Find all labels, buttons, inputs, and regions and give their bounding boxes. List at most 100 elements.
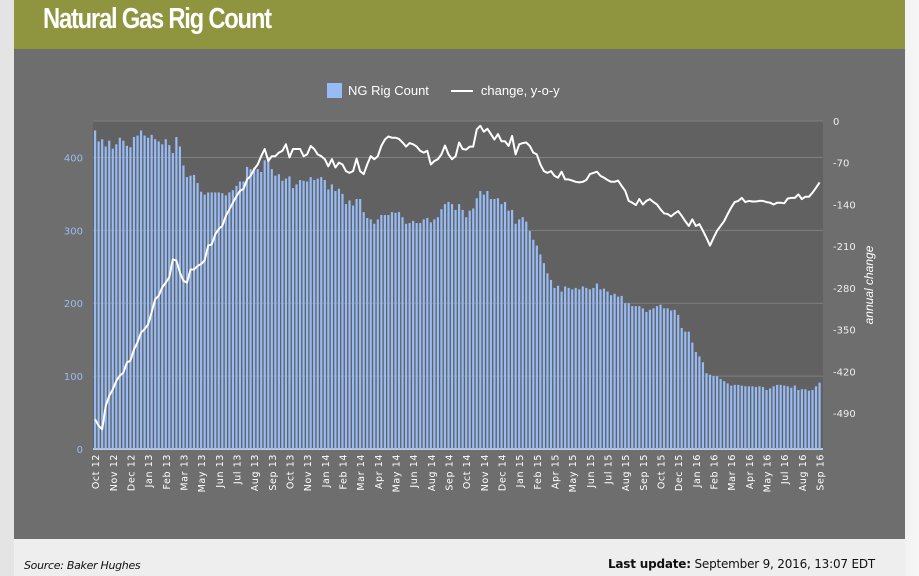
rig-count-bar xyxy=(585,287,588,449)
rig-count-bar xyxy=(556,285,560,449)
rig-count-bar xyxy=(291,188,295,449)
rig-count-bar xyxy=(779,384,782,449)
rig-count-bar xyxy=(776,384,779,449)
rig-count-bar xyxy=(443,204,447,449)
rig-count-bar xyxy=(701,362,705,449)
legend-bar-label[interactable]: NG Rig Count xyxy=(348,83,429,98)
x-axis-tick: Aug 14 xyxy=(427,454,438,491)
rig-count-bar xyxy=(677,314,680,449)
legend-bar-swatch[interactable] xyxy=(327,83,342,98)
x-axis-tick: Oct 14 xyxy=(462,454,473,489)
x-axis-tick: Sep 13 xyxy=(268,454,279,491)
rig-count-bar xyxy=(564,286,567,449)
rig-count-bar xyxy=(493,198,496,449)
legend-line-label[interactable]: change, y-o-y xyxy=(480,83,560,98)
rig-count-bar xyxy=(422,219,425,449)
rig-count-bar xyxy=(235,185,238,449)
rig-count-bar xyxy=(426,217,429,449)
rig-count-bar xyxy=(673,309,676,449)
rig-count-bar xyxy=(599,289,602,449)
x-axis-tick: Nov 13 xyxy=(303,454,314,491)
rig-count-bar xyxy=(217,192,220,449)
rig-count-bar xyxy=(719,379,722,449)
rig-count-bar xyxy=(793,385,796,449)
x-axis-tick: May 14 xyxy=(392,454,403,492)
left-axis-tick: 400 xyxy=(64,153,83,164)
rig-count-bar xyxy=(634,306,637,449)
x-axis-tick: Jul 16 xyxy=(780,454,791,485)
rig-count-bar xyxy=(588,289,591,449)
rig-count-bar xyxy=(539,254,542,449)
x-axis-tick: Feb 15 xyxy=(533,454,544,490)
rig-count-bar xyxy=(175,137,178,450)
rig-count-bar xyxy=(500,204,503,449)
rig-count-bar xyxy=(419,223,422,449)
rig-count-bar xyxy=(359,198,362,449)
rig-count-bar xyxy=(578,289,581,449)
rig-count-bar xyxy=(253,167,256,449)
rig-count-bar xyxy=(655,306,659,449)
rig-count-bar xyxy=(274,175,277,450)
rig-count-bar xyxy=(528,231,531,449)
x-axis-tick: Nov 12 xyxy=(109,454,120,491)
x-axis-tick: Oct 15 xyxy=(657,454,668,489)
rig-count-bar xyxy=(624,303,627,449)
rig-count-bar xyxy=(373,223,376,449)
rig-count-bar xyxy=(496,198,500,449)
rig-count-bar xyxy=(203,194,206,449)
rig-count-bar xyxy=(747,386,750,449)
rig-count-bar xyxy=(571,289,574,449)
x-axis-tick: Dec 14 xyxy=(498,454,509,491)
rig-count-bar xyxy=(316,178,319,449)
rig-count-bar xyxy=(761,387,765,449)
rig-count-bar xyxy=(503,201,507,449)
rig-count-bar xyxy=(581,286,584,449)
x-axis-tick: Mar 16 xyxy=(727,454,738,491)
rig-count-bar xyxy=(715,376,719,449)
rig-count-bar xyxy=(171,153,174,449)
x-axis-tick: Aug 15 xyxy=(621,454,632,491)
rig-count-bar xyxy=(366,217,369,449)
legend-line-swatch[interactable] xyxy=(450,89,473,92)
rig-count-bar xyxy=(408,223,411,449)
rig-count-bar xyxy=(730,385,733,449)
rig-count-bar xyxy=(323,180,326,450)
rig-count-bar xyxy=(465,217,468,449)
last-update-value: September 9, 2016, 13:07 EDT xyxy=(694,557,875,571)
rig-count-bar xyxy=(613,293,616,449)
rig-count-bar xyxy=(511,209,514,449)
x-axis-tick: Apr 16 xyxy=(745,454,756,489)
x-axis-tick: Jun 14 xyxy=(409,454,420,489)
rig-count-bar xyxy=(670,310,673,449)
rig-count-bar xyxy=(129,147,132,450)
rig-count-bar xyxy=(436,217,439,449)
rig-count-bar xyxy=(450,204,454,449)
right-axis-tick: -70 xyxy=(833,159,849,170)
rig-count-bar xyxy=(214,192,217,449)
x-axis-tick: Jan 13 xyxy=(144,454,155,488)
rig-count-bar xyxy=(249,169,252,450)
x-axis-tick: Oct 12 xyxy=(91,454,102,489)
rig-count-bar xyxy=(458,204,461,449)
last-update-label: Last update: xyxy=(607,557,691,571)
left-axis-tick: 200 xyxy=(64,299,83,310)
x-axis-tick: Jun 15 xyxy=(586,454,597,489)
rig-count-bar xyxy=(178,146,182,449)
x-axis-tick: Jan 14 xyxy=(321,454,332,488)
rig-count-bar xyxy=(111,148,114,449)
rig-count-bar xyxy=(284,178,288,449)
rig-count-bar xyxy=(327,189,330,449)
rig-count-bar xyxy=(231,190,235,450)
rig-count-bar xyxy=(341,193,344,449)
left-axis-tick: 300 xyxy=(64,226,83,237)
rig-count-bar xyxy=(705,373,708,449)
title-bar: Natural Gas Rig Count xyxy=(14,0,905,49)
x-axis-tick: Feb 13 xyxy=(162,454,173,490)
rig-count-bar xyxy=(440,209,443,449)
rig-count-bar xyxy=(631,306,634,449)
rig-count-bar xyxy=(712,376,715,449)
rig-count-bar xyxy=(380,215,383,449)
rig-count-bar xyxy=(507,210,510,449)
rig-count-bar xyxy=(698,356,701,449)
rig-count-bar xyxy=(645,311,648,449)
